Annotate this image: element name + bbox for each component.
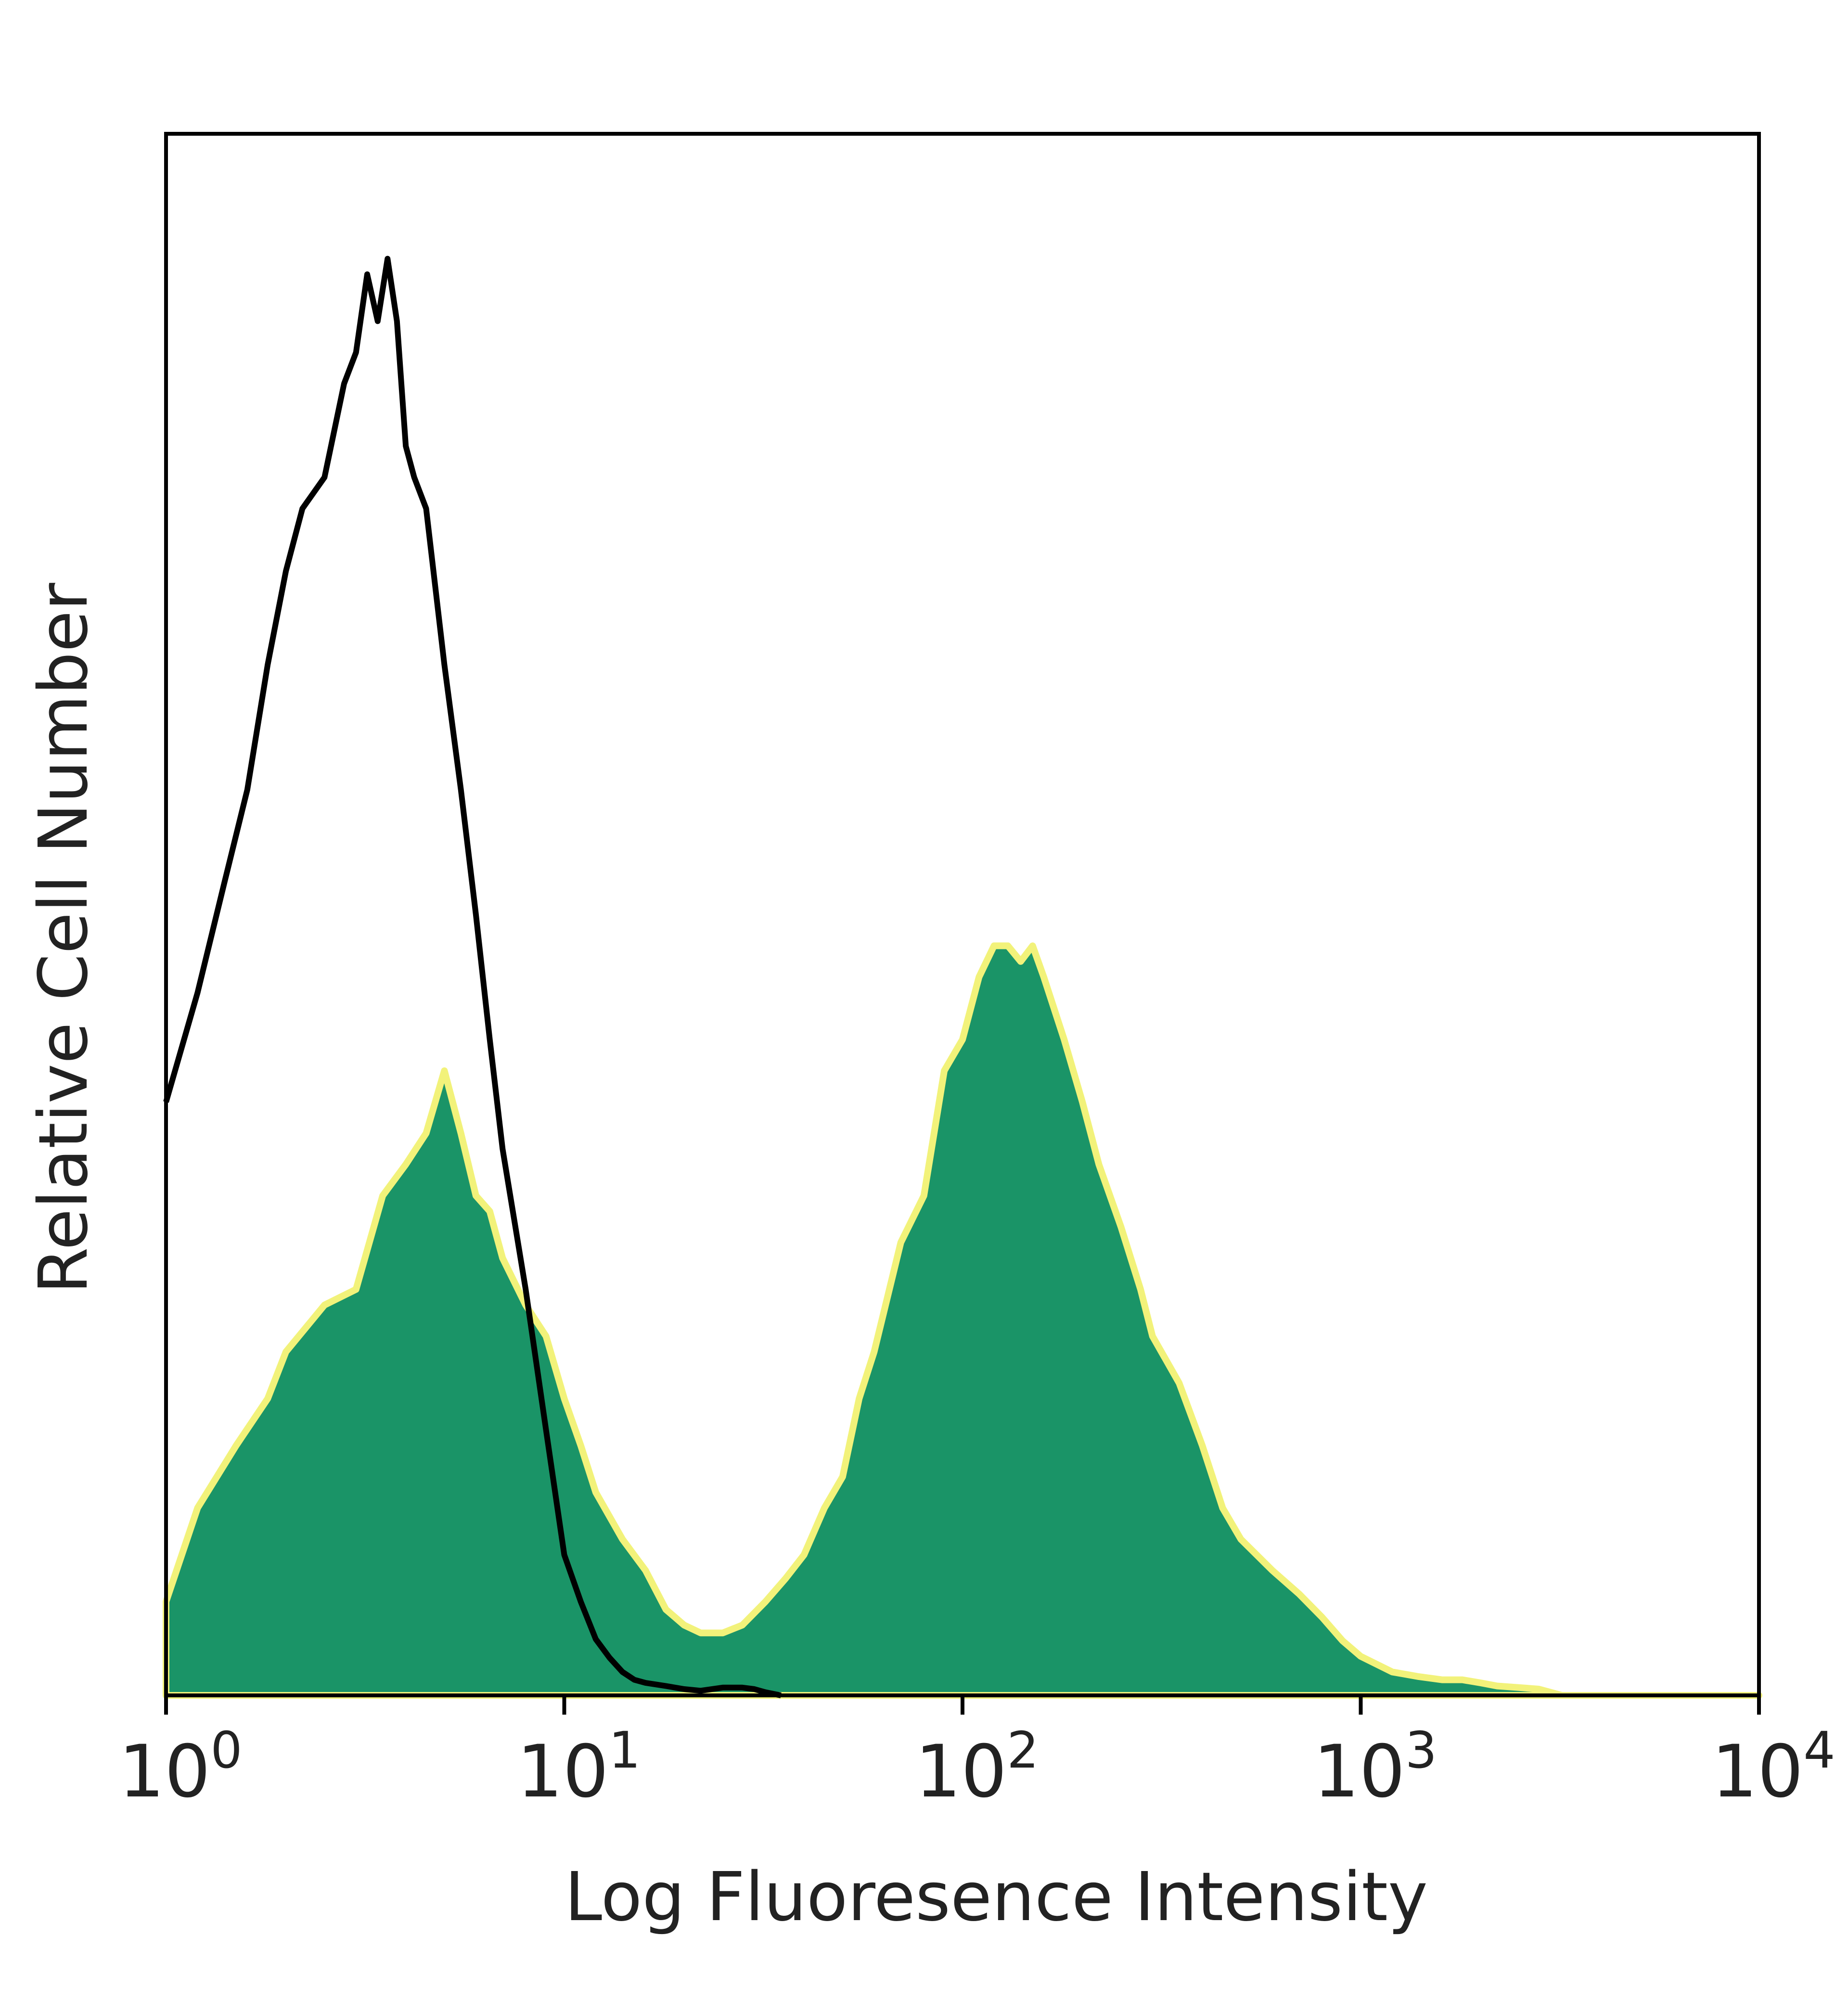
x-tick-label-1: 101: [517, 1721, 641, 1814]
y-axis-label: Relative Cell Number: [25, 583, 103, 1294]
plot-area: [163, 256, 1762, 1699]
x-tick-label-4: 104: [1711, 1721, 1835, 1814]
x-axis-ticks: 100 101 102 103 104: [118, 1695, 1835, 1814]
filled-histogram-series-1: [163, 942, 1762, 1699]
x-tick-label-0: 100: [118, 1721, 242, 1814]
x-axis-label: Log Fluoresence Intensity: [565, 1858, 1428, 1936]
x-tick-label-3: 103: [1313, 1721, 1437, 1814]
x-tick-label-2: 102: [915, 1721, 1039, 1814]
outline-histogram-series-0: [163, 256, 782, 1698]
